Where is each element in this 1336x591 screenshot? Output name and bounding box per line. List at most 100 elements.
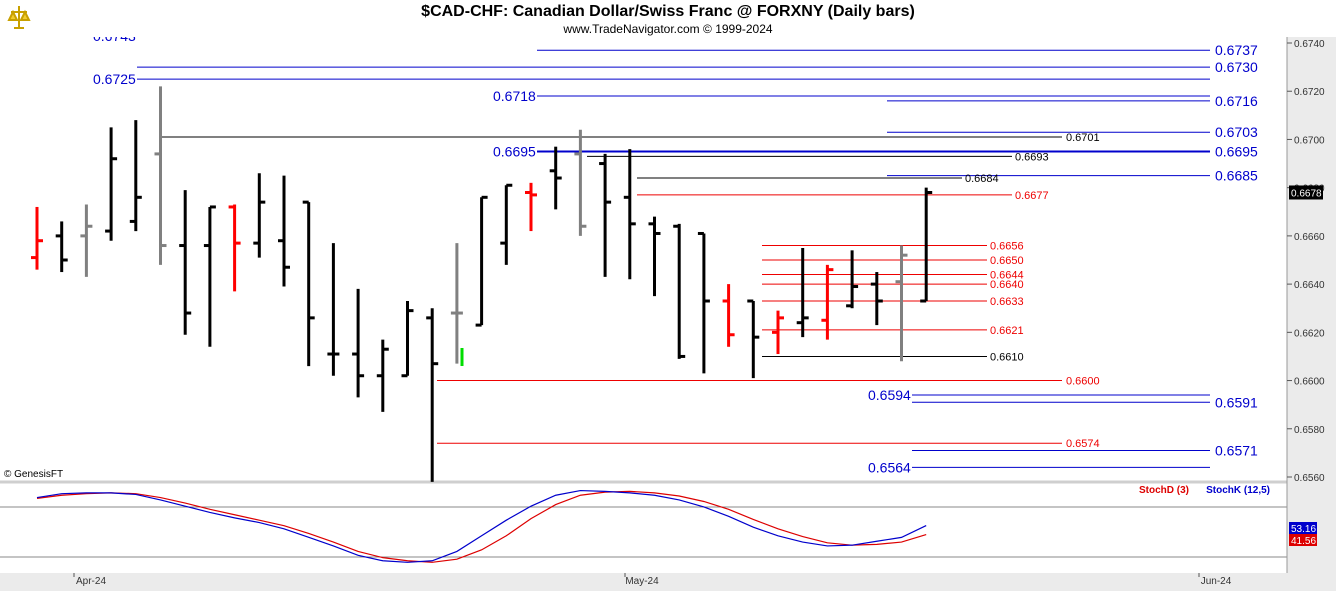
price-bar (500, 183, 513, 265)
price-bar (80, 204, 93, 277)
stoch-value-tag (1289, 522, 1317, 534)
level-label: 0.6633 (990, 296, 1024, 308)
price-bar (327, 243, 340, 376)
last-price-tag (1289, 185, 1323, 200)
y-tick-label: 0.6600 (1294, 377, 1325, 388)
price-bar (821, 264, 834, 340)
y-tick-label: 0.6660 (1294, 232, 1325, 243)
stoch-panel (0, 481, 1287, 573)
level-label: 0.6695 (493, 144, 536, 160)
price-bar (870, 272, 883, 326)
level-label: 0.6564 (868, 459, 911, 475)
level-label: 0.6610 (990, 351, 1024, 363)
y-tick-label: 0.6720 (1294, 87, 1325, 98)
price-axis: 0.67400.67200.67000.66800.66600.66400.66… (1287, 39, 1325, 484)
level-label: 0.6644 (990, 269, 1024, 281)
stoch-d-legend: StochD (3) (1139, 485, 1189, 496)
price-bar (747, 299, 760, 379)
level-label: 0.6684 (965, 173, 999, 185)
level-label: 0.6621 (990, 325, 1024, 337)
y-tick-label: 0.6700 (1294, 135, 1325, 146)
x-tick-label: May-24 (625, 576, 659, 587)
level-label: 0.6685 (1215, 168, 1258, 184)
x-tick-label: Apr-24 (76, 576, 106, 587)
price-bar (796, 247, 809, 338)
level-label: 0.6574 (1066, 438, 1100, 450)
price-bar (55, 221, 68, 273)
price-bar (599, 153, 612, 277)
price-bar (525, 182, 537, 232)
stoch-line (36, 490, 927, 563)
price-bar (920, 187, 933, 303)
y-tick-label: 0.6640 (1294, 280, 1325, 291)
level-label: 0.6693 (1015, 151, 1049, 163)
chart-header: $CAD-CHF: Canadian Dollar/Swiss Franc @ … (0, 0, 1336, 37)
chart-subtitle: www.TradeNavigator.com © 1999-2024 (563, 22, 773, 36)
price-axis-bg (1287, 37, 1336, 481)
price-bar (278, 175, 290, 287)
price-bar (623, 149, 636, 280)
date-axis: Apr-24 May-24 Jun-24 (73, 573, 1232, 587)
stoch-value-label: 41.56 (1291, 536, 1316, 547)
level-label: 0.6718 (493, 88, 536, 104)
level-label: 0.6640 (990, 279, 1024, 291)
price-bar (401, 300, 414, 378)
stoch-line (36, 489, 927, 563)
stoch-value-tag (1289, 534, 1317, 546)
y-tick-label: 0.6620 (1294, 328, 1325, 339)
level-label: 0.6703 (1215, 124, 1258, 140)
level-label: 0.6701 (1066, 132, 1100, 144)
level-label: 0.6594 (868, 387, 911, 403)
price-bar (673, 223, 686, 359)
y-tick-label: 0.6740 (1294, 39, 1325, 50)
price-bar (228, 204, 241, 292)
price-bar (129, 120, 142, 232)
copyright-label: © GenesisFT (4, 469, 64, 480)
level-label: 0.6730 (1215, 59, 1258, 75)
price-bar (895, 245, 908, 362)
chart-title: $CAD-CHF: Canadian Dollar/Swiss Franc @ … (421, 3, 915, 20)
price-bar (697, 231, 710, 374)
price-bar (253, 173, 266, 258)
y-tick-label: 0.6580 (1294, 425, 1325, 436)
price-bar (154, 86, 167, 265)
price-bar (574, 129, 587, 236)
price-bar (426, 308, 439, 482)
level-label: 0.6591 (1215, 394, 1258, 410)
price-bar (105, 127, 118, 241)
stoch-k-legend: StochK (12,5) (1206, 485, 1270, 496)
level-label: 0.6571 (1215, 442, 1258, 458)
price-bar (772, 310, 784, 355)
price-bar (302, 200, 315, 367)
price-bar (549, 146, 562, 210)
level-label: 0.6716 (1215, 93, 1258, 109)
price-bar (352, 288, 365, 398)
last-price-label: 0.6678 (1291, 188, 1322, 199)
price-bar (648, 216, 661, 297)
trade-navigator-logo-icon (4, 3, 34, 33)
price-bar (179, 190, 192, 335)
price-bar (846, 250, 859, 309)
price-bar (31, 206, 43, 270)
price-bar (450, 243, 463, 364)
level-label: 0.6677 (1015, 190, 1049, 202)
bars-layer (31, 86, 933, 482)
date-axis-bg (0, 573, 1336, 591)
stoch-value-label: 53.16 (1291, 524, 1316, 535)
price-bar (722, 284, 735, 347)
level-label: 0.6656 (990, 241, 1024, 253)
level-label: 0.6725 (93, 71, 136, 87)
level-label: 0.6737 (1215, 42, 1258, 58)
price-bar (475, 195, 488, 327)
x-tick-label: Jun-24 (1201, 576, 1232, 587)
level-label: 0.6695 (1215, 144, 1258, 160)
y-tick-label: 0.6560 (1294, 473, 1325, 484)
level-label: 0.6600 (1066, 376, 1100, 388)
price-panel (0, 37, 1287, 481)
price-bar (376, 339, 389, 412)
price-bar (203, 205, 216, 347)
level-label: 0.6650 (990, 255, 1024, 267)
